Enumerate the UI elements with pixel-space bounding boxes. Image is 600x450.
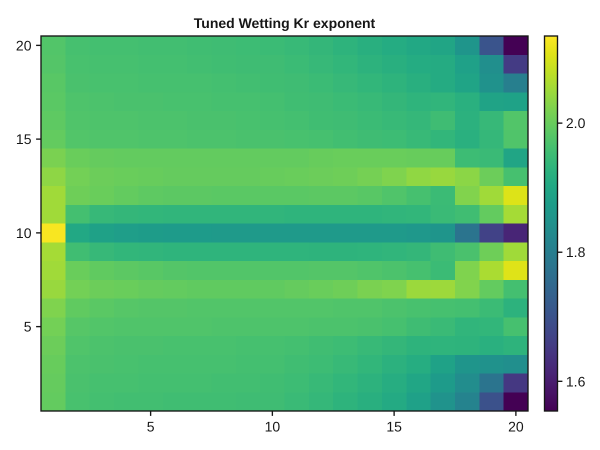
svg-text:5: 5: [24, 319, 32, 335]
svg-text:10: 10: [265, 418, 281, 434]
svg-text:15: 15: [386, 418, 402, 434]
svg-text:2.0: 2.0: [566, 115, 586, 131]
svg-text:Tuned Wetting Kr exponent: Tuned Wetting Kr exponent: [194, 15, 376, 31]
svg-text:20: 20: [508, 418, 524, 434]
svg-text:20: 20: [16, 37, 32, 53]
svg-text:10: 10: [16, 225, 32, 241]
svg-text:1.6: 1.6: [566, 373, 586, 389]
svg-text:15: 15: [16, 131, 32, 147]
svg-text:5: 5: [147, 418, 155, 434]
svg-text:1.8: 1.8: [566, 244, 586, 260]
